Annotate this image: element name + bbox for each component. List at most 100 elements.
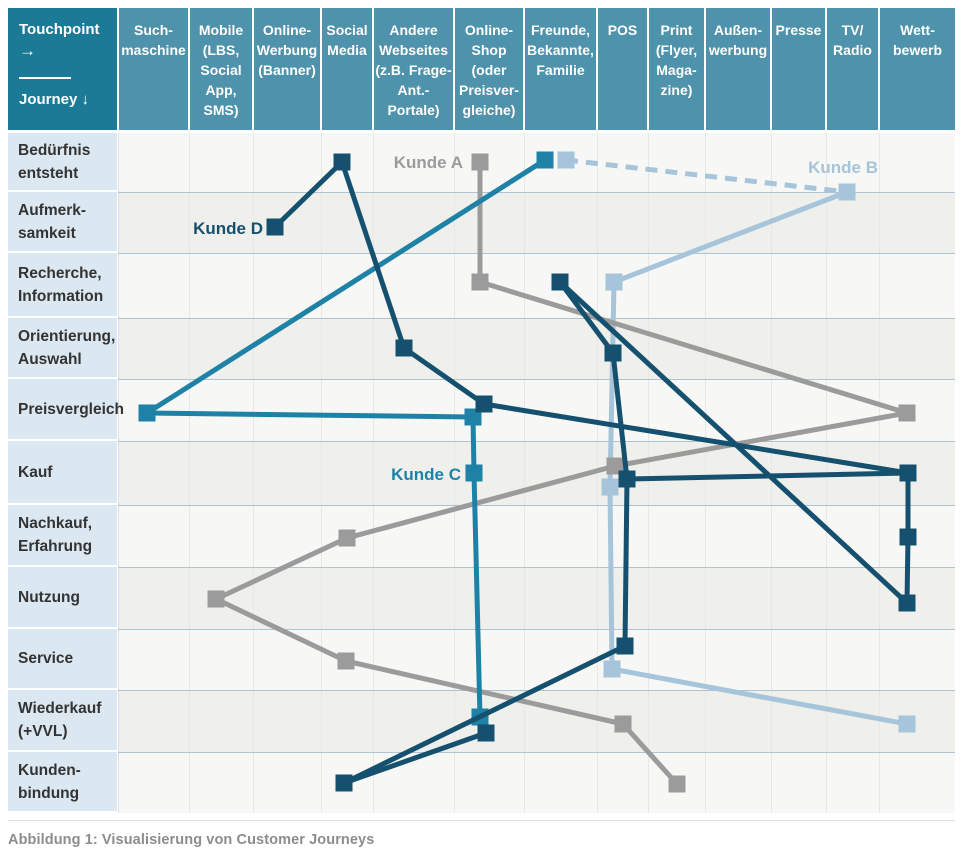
stage-row-band [118,318,955,379]
journey-stage-header: Orientierung, Auswahl [8,318,117,377]
touchpoint-header: Wett-bewerb [880,8,955,130]
journey-stage-header-line: Aufmerk- [18,201,87,219]
figure-caption: Abbildung 1: Visualisierung von Customer… [8,832,375,848]
journey-stage-header-line: Kauf [18,463,53,481]
journey-stage-header-line: Kunden- [18,761,81,779]
touchpoint-header-line: Wett- [900,22,935,38]
column-gridline [705,133,706,813]
touchpoint-header-line: Social [200,62,242,78]
touchpoint-header-line: Online- [464,22,514,38]
column-gridline [454,133,455,813]
journey-stage-header-line: bindung [18,784,80,802]
stage-row-band [118,567,955,629]
touchpoint-header-line: App, [205,82,237,98]
touchpoint-header-line: TV/ [841,22,864,38]
touchpoint-header-line: Shop [471,42,507,58]
stage-row-band [118,379,955,441]
column-gridline [373,133,374,813]
journey-stage-header-line: Erfahrung [18,538,93,555]
axis-divider [19,77,71,79]
touchpoint-header: Außen-werbung [706,8,770,130]
touchpoint-header-line: maschine [121,42,186,58]
table-bottom-rule [8,820,955,821]
touchpoint-header-line: Social [326,22,368,38]
journey-stage-header-line: samkeit [18,224,76,242]
column-gridline [189,133,190,813]
touchpoint-header-line: Bekannte, [527,42,594,58]
stage-row-band [118,133,955,192]
touchpoint-header-line: Mobile [198,22,244,38]
touchpoint-header: POS [598,8,647,130]
touchpoint-header-line: Andere [389,22,438,38]
touchpoint-header: Andere Webseites (z.B. Frage- Ant.- Portale) [374,8,453,130]
journey-stage-header: Service [8,629,117,688]
touchpoint-header-line: Print [660,22,693,38]
journey-axis-label: Journey ↓ [19,90,109,110]
touchpoint-header-line: Maga- [656,62,697,78]
touchpoint-header: Mobile (LBS, Social App, SMS) [190,8,252,130]
row-gridline [118,690,955,691]
column-gridline [597,133,598,813]
stage-row-band [118,253,955,318]
journey-stage-header-line: (+VVL) [18,723,68,740]
row-gridline [118,629,955,630]
touchpoint-header: Social Media [322,8,372,130]
journey-stage-header-line: Service [18,650,74,667]
journey-stage-header: Recherche, Information [8,253,117,316]
journey-stage-header: Preisvergleich [8,379,124,439]
touchpoint-header: Print (Flyer, Maga-zine) [649,8,704,130]
touchpoint-header: Freunde, Bekannte, Familie [525,8,596,130]
touchpoint-header-line: (Banner) [258,62,316,78]
touchpoint-header-line: Webseites [379,42,448,58]
stage-row-band [118,690,955,752]
journey-stage-header-line: Nutzung [18,588,80,606]
journey-stage-header-line: Bedürfnis [18,141,91,159]
touchpoint-header: TV/Radio [827,8,878,130]
journey-stage-header-line: Recherche, [18,264,102,282]
journey-stage-header-line: Orientierung, [18,327,116,345]
touchpoint-header: Online- Werbung (Banner) [254,8,320,130]
matrix-corner-header: Touchpoint → Journey ↓ [8,8,117,130]
arrow-down-icon: ↓ [81,91,90,108]
touchpoint-header-line: (LBS, [202,42,240,58]
touchpoint-header-line: Werbung [256,42,318,58]
touchpoint-header-line: Familie [536,62,585,78]
row-gridline [118,567,955,568]
touchpoint-header-line: Such- [134,22,173,38]
row-gridline [118,441,955,442]
touchpoint-header-line: Preisver- [459,82,519,98]
touchpoint-header: Online- Shop (oder Preisver-gleiche) [455,8,523,130]
touchpoint-header-line: bewerb [892,42,942,58]
journey-stage-header: Wiederkauf (+VVL) [8,690,117,750]
column-gridline [118,133,119,813]
journey-stage-header-line: Wiederkauf [18,700,102,717]
journey-stage-header: Nutzung [8,567,117,627]
stage-row-band [118,505,955,567]
journey-stage-header-line: Preisvergleich [18,400,124,418]
journey-stage-header: Bedürfnis entsteht [8,133,117,190]
touchpoint-header-line: Media [327,42,367,58]
journey-stage-header: Nachkauf, Erfahrung [8,505,117,565]
stage-row-band [118,752,955,813]
column-gridline [879,133,880,813]
journey-stage-header-line: Nachkauf, [18,515,93,532]
touchpoint-header-line: (Flyer, [655,42,698,58]
arrow-right-icon: → [19,41,36,60]
journey-axis-text: Journey [19,91,78,108]
journey-stage-header: Aufmerk-samkeit [8,192,117,251]
journey-stage-header: Kauf [8,441,117,503]
column-gridline [321,133,322,813]
touchpoint-header-line: werbung [708,42,768,58]
touchpoint-header-line: POS [607,22,638,38]
row-gridline [118,379,955,380]
touchpoint-axis-label: Touchpoint [19,21,100,38]
stage-row-band [118,192,955,253]
journey-stage-header: Kunden-bindung [8,752,117,811]
touchpoint-header: Such-maschine [119,8,188,130]
touchpoint-header-line: zine) [660,82,693,98]
touchpoint-header-line: Außen- [713,22,763,38]
touchpoint-header-line: (z.B. Frage- [375,62,452,78]
stage-row-band [118,441,955,505]
journey-stage-header-line: Auswahl [18,350,82,368]
